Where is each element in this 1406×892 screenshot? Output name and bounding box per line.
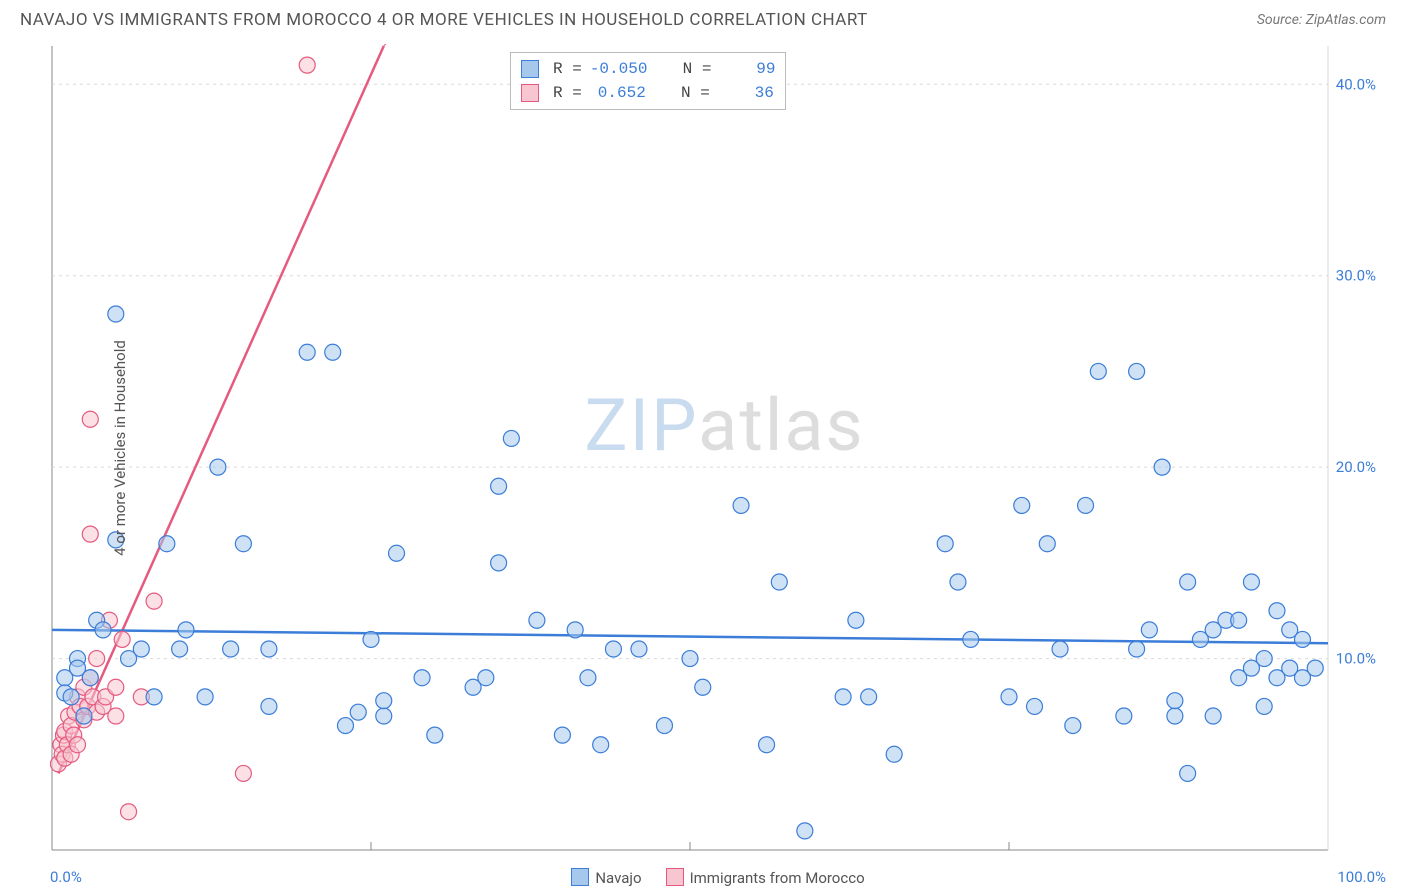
- stats-row-a: R =-0.050 N =99: [521, 57, 775, 81]
- source-caption: Source: ZipAtlas.com: [1257, 12, 1386, 28]
- scatter-svg: 10.0% 20.0% 30.0% 40.0%: [50, 44, 1386, 852]
- svg-text:40.0%: 40.0%: [1336, 75, 1376, 93]
- y-axis-label: 4 or more Vehicles in Household: [111, 340, 129, 556]
- legend-item-b: Immigrants from Morocco: [666, 868, 865, 887]
- legend-item-a: Navajo: [571, 868, 641, 887]
- stats-row-b: R =0.652 N =36: [521, 81, 775, 105]
- swatch-morocco: [666, 868, 684, 886]
- chart-title: NAVAJO VS IMMIGRANTS FROM MOROCCO 4 OR M…: [20, 10, 868, 30]
- x-axis-row: 0.0% Navajo Immigrants from Morocco 100.…: [50, 868, 1386, 886]
- swatch-navajo: [571, 868, 589, 886]
- svg-text:10.0%: 10.0%: [1336, 650, 1376, 668]
- series-legend: Navajo Immigrants from Morocco: [50, 868, 1386, 887]
- stats-legend-box: R =-0.050 N =99R =0.652 N =36: [510, 52, 786, 110]
- svg-text:30.0%: 30.0%: [1336, 267, 1376, 285]
- chart-area: 4 or more Vehicles in Household 10.0% 20.…: [50, 44, 1386, 852]
- svg-text:20.0%: 20.0%: [1336, 458, 1376, 476]
